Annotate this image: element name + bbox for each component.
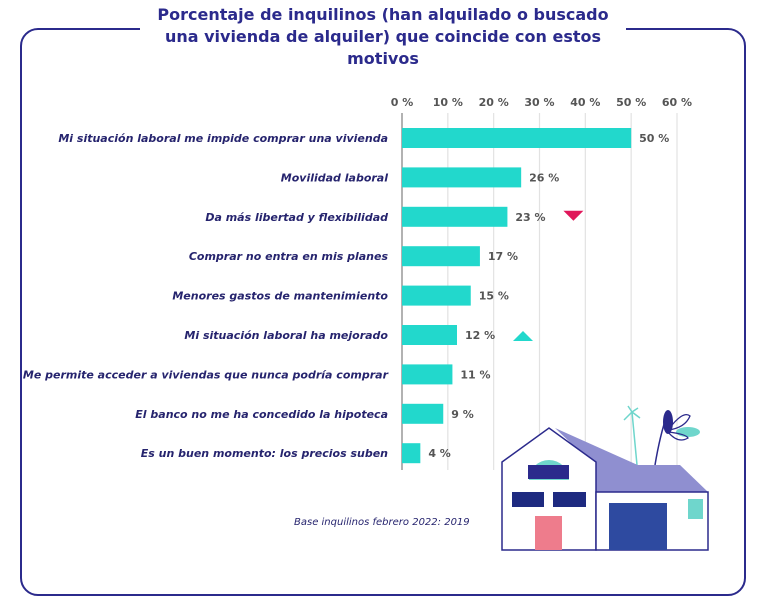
category-label: Mi situación laboral me impide comprar u… <box>58 132 388 145</box>
bar <box>402 206 508 227</box>
x-tick-label: 10 % <box>433 96 463 109</box>
base-note: Base inquilinos febrero 2022: 2019 <box>294 517 470 528</box>
bar <box>402 364 453 385</box>
chart-title: Porcentaje de inquilinos (han alquilado … <box>140 4 626 70</box>
category-label: Menores gastos de mantenimiento <box>172 290 388 303</box>
category-label: Es un buen momento: los precios suben <box>141 447 388 460</box>
trend-up-icon <box>513 331 533 341</box>
value-label: 12 % <box>465 329 495 342</box>
bar <box>402 443 421 464</box>
x-tick-label: 20 % <box>479 96 509 109</box>
category-label: El banco no me ha concedido la hipoteca <box>135 408 388 421</box>
category-label: Me permite acceder a viviendas que nunca… <box>23 368 389 381</box>
x-tick-label: 40 % <box>570 96 600 109</box>
value-label: 23 % <box>515 211 545 224</box>
x-tick-label: 60 % <box>662 96 692 109</box>
value-label: 15 % <box>479 290 509 303</box>
house-icon <box>501 405 709 551</box>
x-tick-label: 50 % <box>616 96 646 109</box>
value-label: 9 % <box>451 408 474 421</box>
bar <box>402 246 480 267</box>
category-label: Mi situación laboral ha mejorado <box>184 329 388 342</box>
value-label: 4 % <box>428 447 451 460</box>
x-tick-label: 30 % <box>524 96 554 109</box>
value-label: 26 % <box>529 171 559 184</box>
trend-down-icon <box>563 210 584 221</box>
category-label: Comprar no entra en mis planes <box>189 250 389 263</box>
bar <box>402 403 444 424</box>
category-label: Da más libertad y flexibilidad <box>205 211 388 224</box>
bar <box>402 167 522 188</box>
value-label: 50 % <box>639 132 669 145</box>
bar <box>402 325 457 345</box>
bar <box>402 128 632 148</box>
value-label: 11 % <box>460 368 490 381</box>
x-tick-label: 0 % <box>391 96 414 109</box>
bar <box>402 285 471 306</box>
value-label: 17 % <box>488 250 518 263</box>
category-label: Movilidad laboral <box>281 171 388 184</box>
